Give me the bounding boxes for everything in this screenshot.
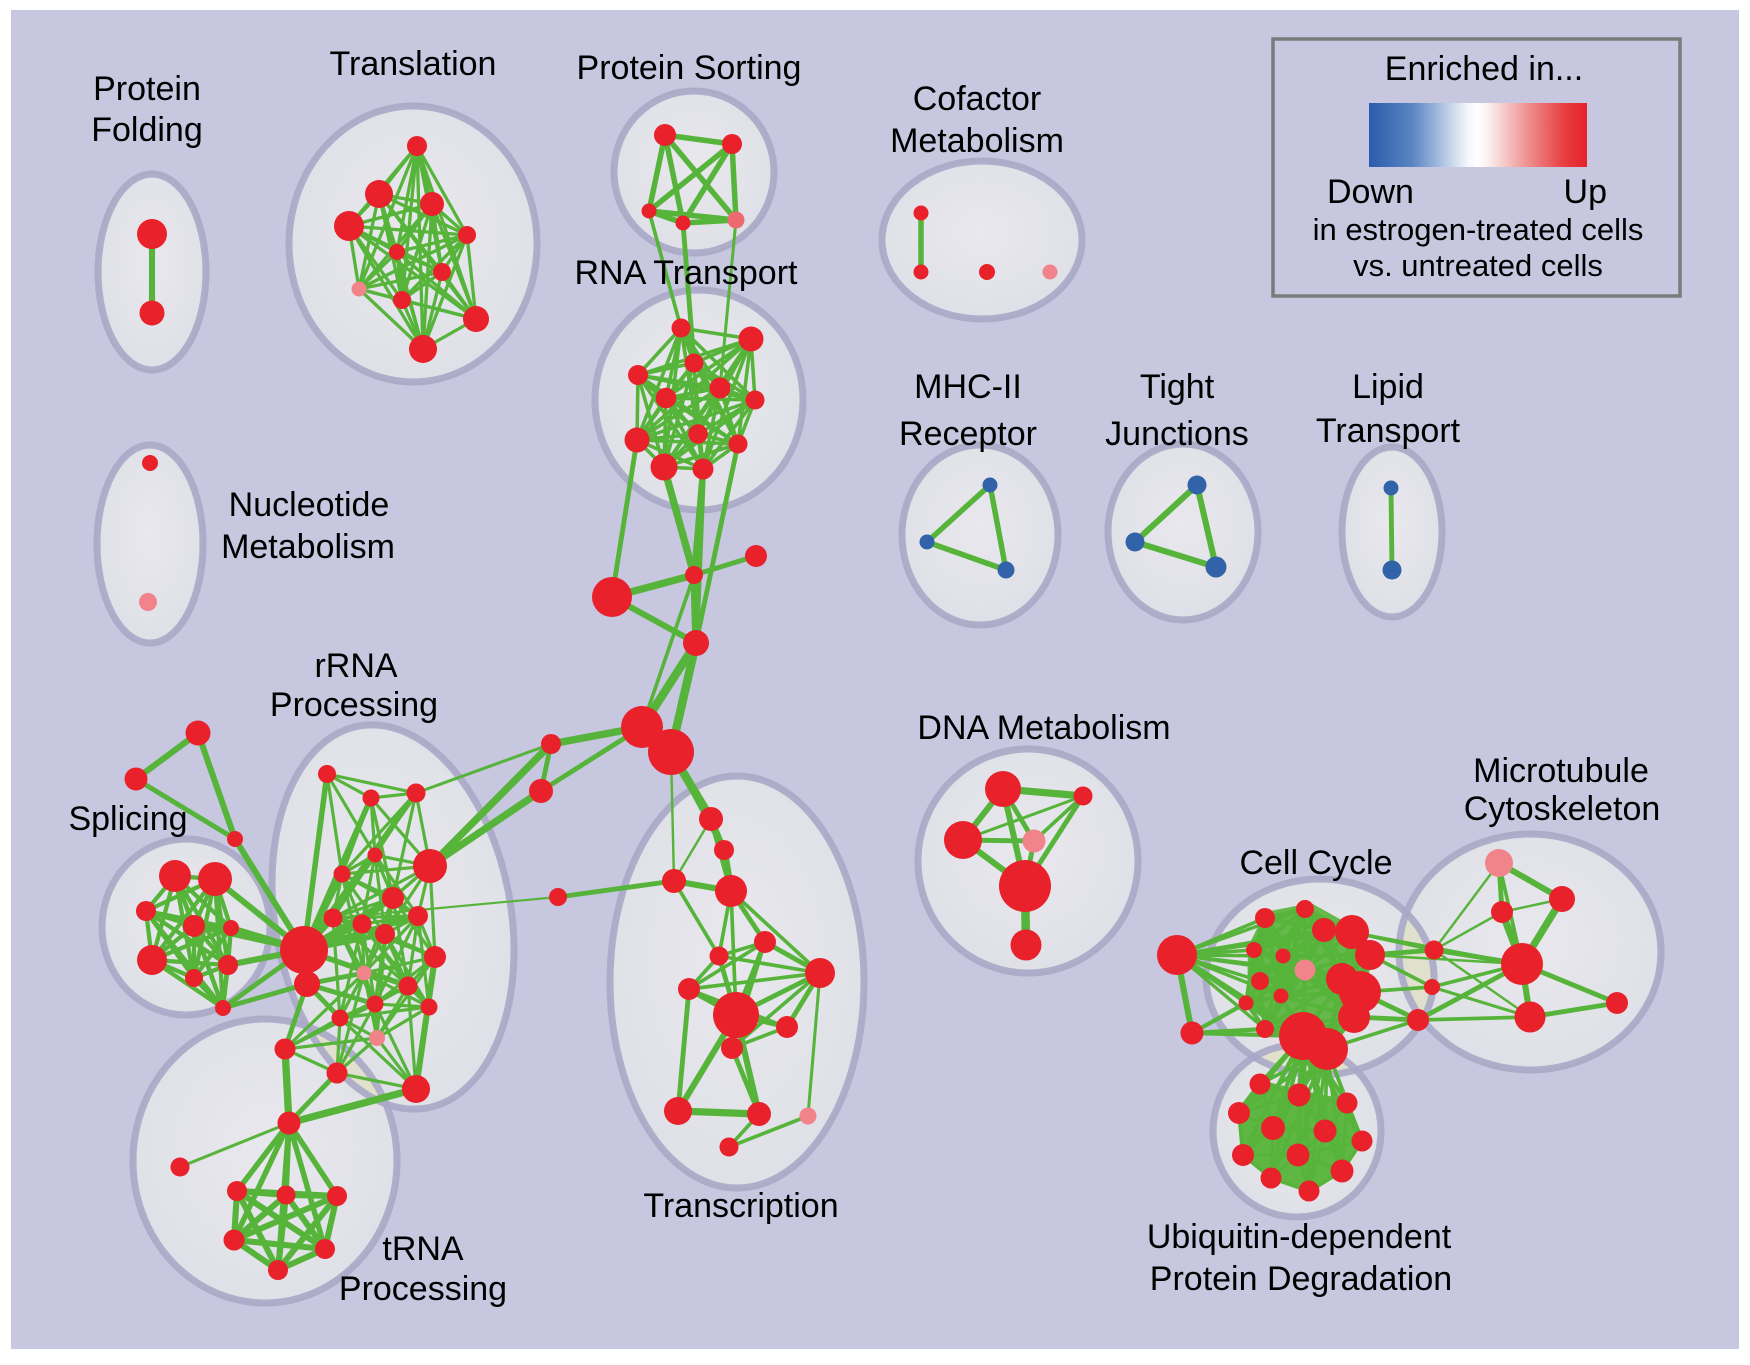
svg-text:RNA Transport: RNA Transport [575,254,799,292]
svg-text:Metabolism: Metabolism [221,528,395,566]
svg-text:Translation: Translation [330,45,497,83]
svg-text:Cofactor: Cofactor [913,80,1042,118]
svg-text:Folding: Folding [91,111,203,149]
svg-text:Processing: Processing [339,1270,507,1308]
svg-text:Microtubule: Microtubule [1473,752,1649,790]
svg-text:rRNA: rRNA [314,647,397,685]
svg-text:Transcription: Transcription [643,1187,838,1225]
svg-text:in estrogen-treated cells: in estrogen-treated cells [1313,212,1644,247]
svg-text:Tight: Tight [1140,368,1215,406]
svg-text:Metabolism: Metabolism [890,122,1064,160]
svg-text:Receptor: Receptor [899,415,1037,453]
svg-text:Junctions: Junctions [1105,415,1249,453]
svg-text:Down: Down [1327,173,1414,211]
svg-text:Enriched in...: Enriched in... [1385,50,1583,88]
svg-text:DNA Metabolism: DNA Metabolism [917,709,1170,747]
svg-text:Cell Cycle: Cell Cycle [1239,844,1392,882]
svg-text:Ubiquitin-dependent: Ubiquitin-dependent [1147,1218,1452,1256]
svg-text:Protein Sorting: Protein Sorting [577,49,802,87]
svg-text:Protein Degradation: Protein Degradation [1150,1260,1452,1298]
svg-text:MHC-II: MHC-II [914,368,1022,406]
svg-text:vs. untreated cells: vs. untreated cells [1353,248,1603,283]
svg-text:Processing: Processing [270,686,438,724]
svg-text:Transport: Transport [1316,412,1461,450]
svg-text:Cytoskeleton: Cytoskeleton [1464,790,1661,828]
svg-text:Nucleotide: Nucleotide [229,486,390,524]
svg-text:Splicing: Splicing [68,800,187,838]
svg-text:Up: Up [1564,173,1607,211]
svg-text:tRNA: tRNA [382,1230,464,1268]
svg-text:Protein: Protein [93,70,201,108]
svg-text:Lipid: Lipid [1352,368,1424,406]
